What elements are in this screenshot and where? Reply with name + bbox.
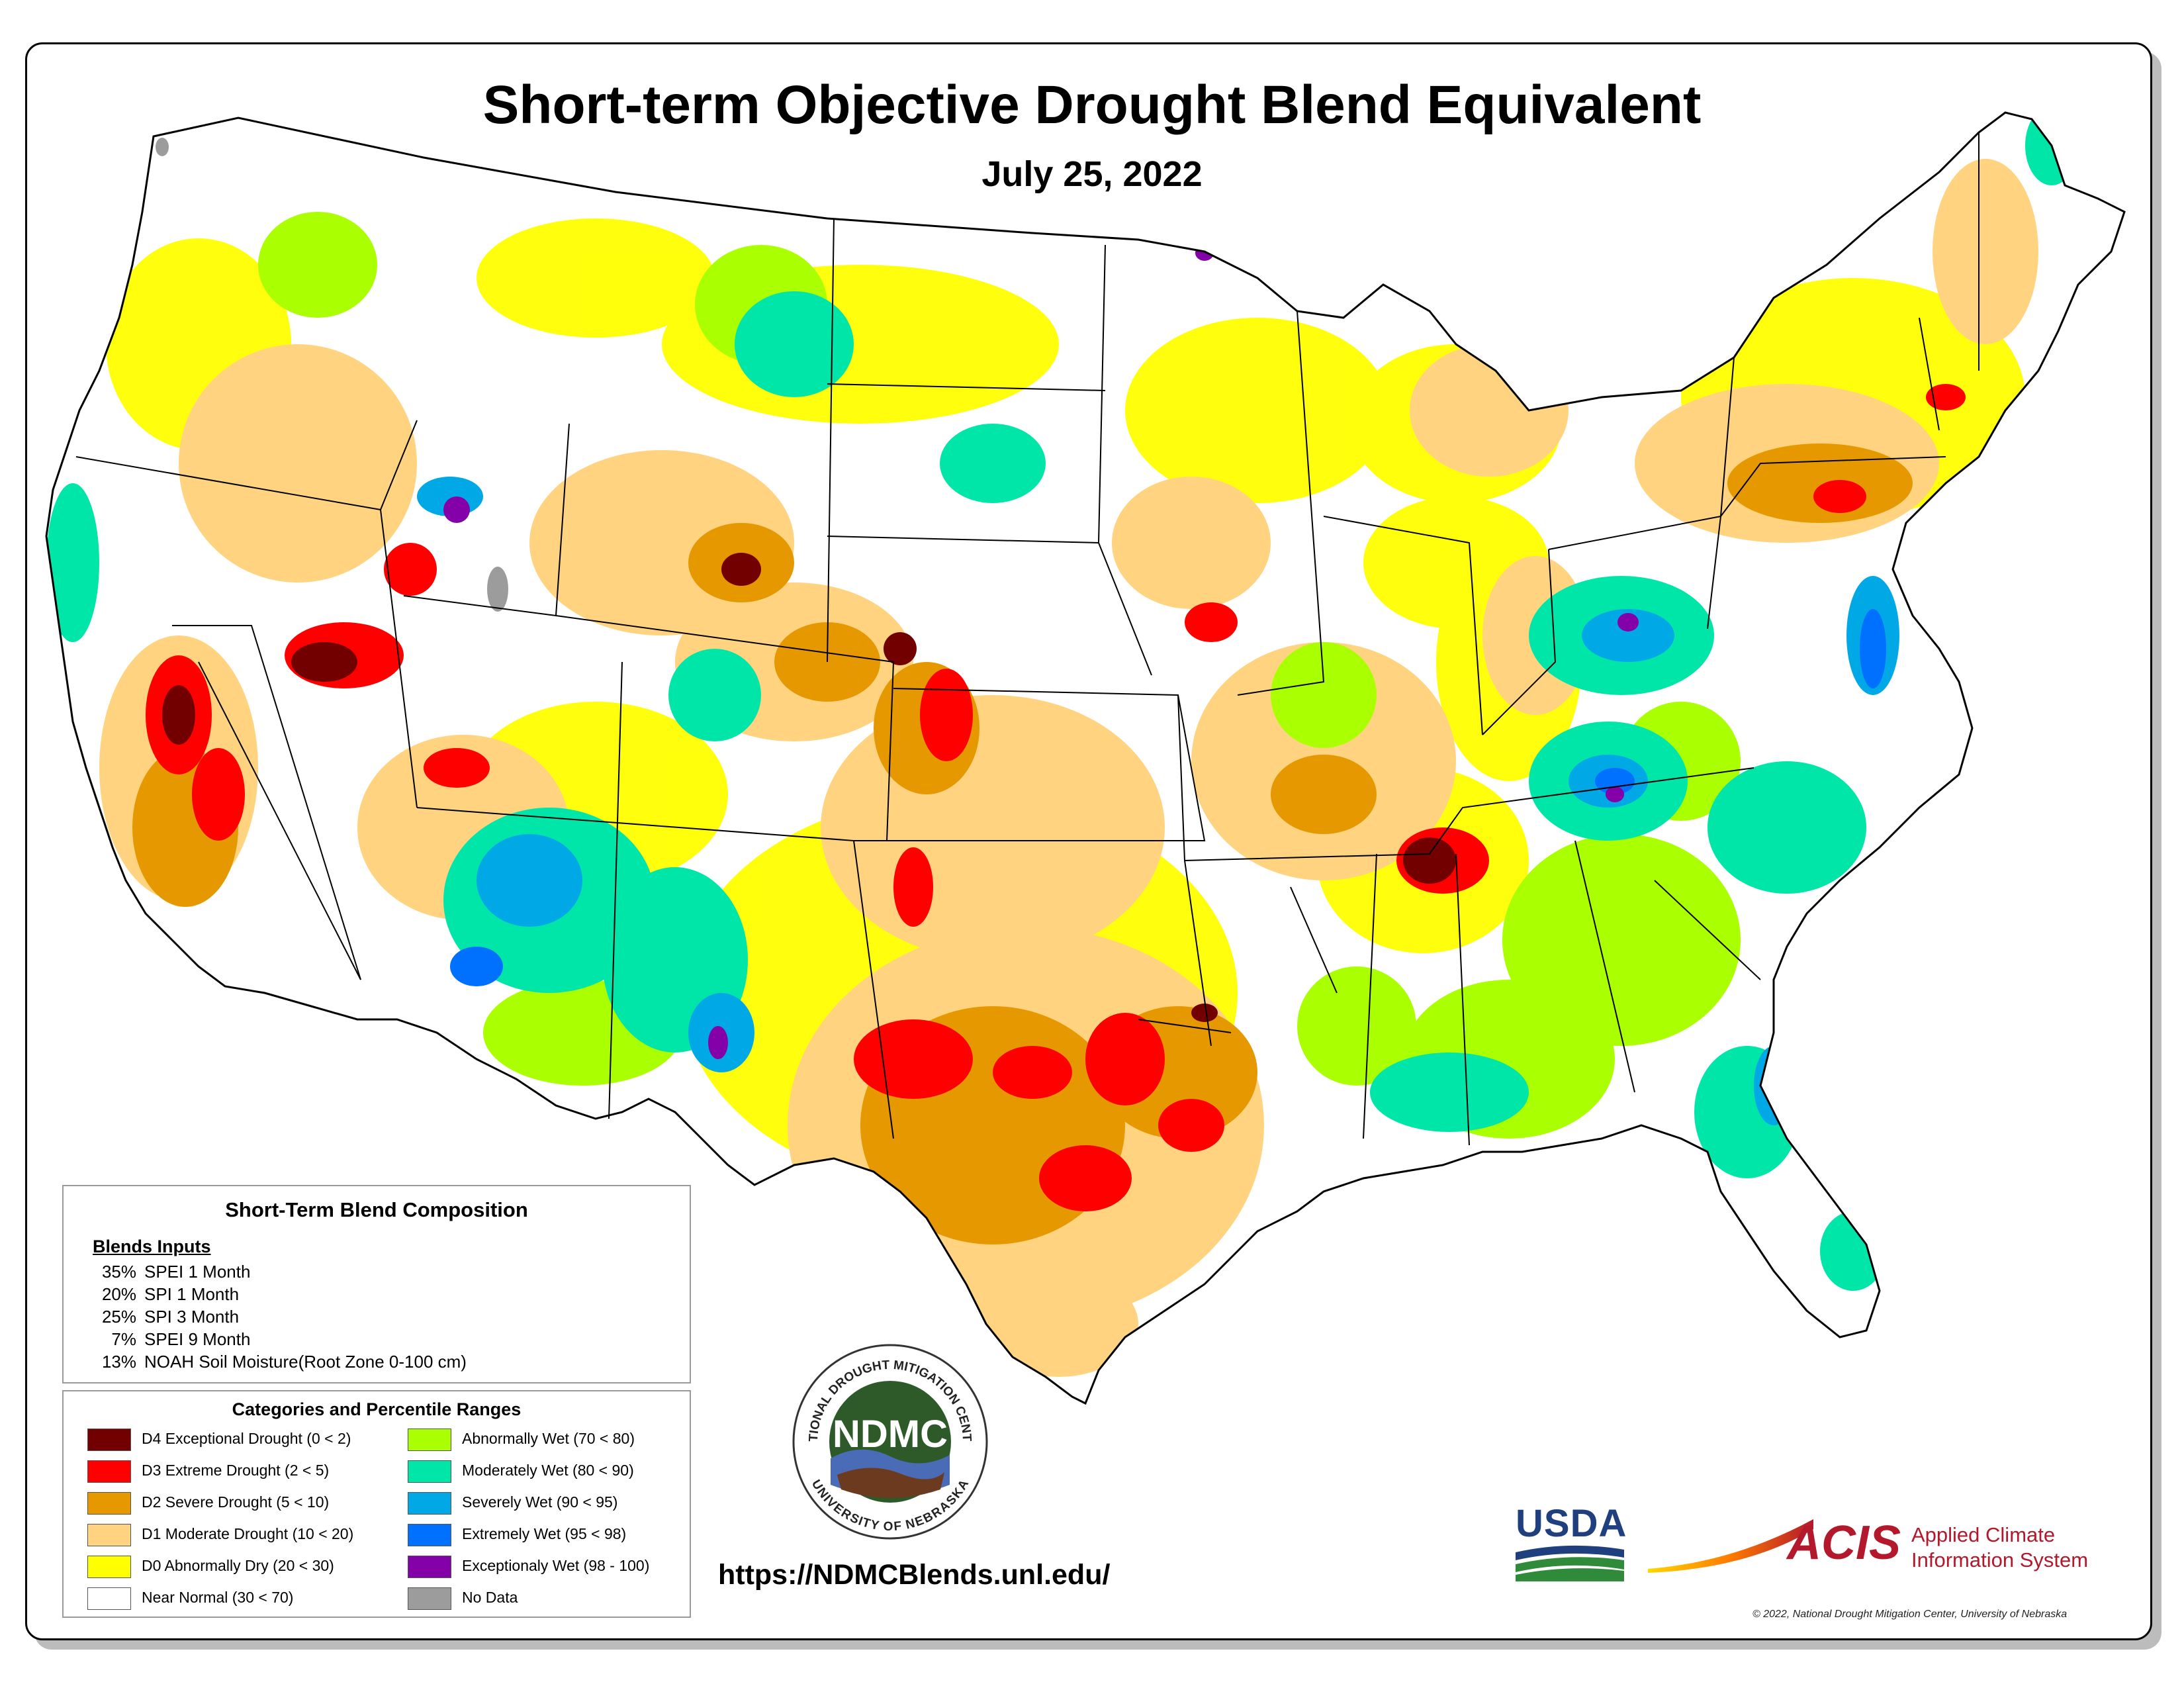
category-legend: Categories and Percentile Ranges D4 Exce… xyxy=(62,1390,691,1618)
legend-label: D2 Severe Drought (5 < 10) xyxy=(142,1493,330,1511)
state-boundaries xyxy=(75,132,1979,1146)
acis-logo: ACIS Applied Climate Information System xyxy=(1648,1516,2124,1582)
blend-composition-box: Short-Term Blend Composition Blends Inpu… xyxy=(62,1185,691,1383)
legend-label: Extremely Wet (95 < 98) xyxy=(462,1525,627,1542)
legend-label: No Data xyxy=(462,1589,518,1606)
map-date: July 25, 2022 xyxy=(981,154,1203,194)
ndmc-logo: NATIONAL DROUGHT MITIGATION CENTER UNIVE… xyxy=(791,1342,988,1540)
blend-input-row: 7% SPEI 9 Month xyxy=(111,1329,251,1349)
usda-field-stripes-icon xyxy=(1516,1545,1624,1581)
blend-input-row: 35% SPEI 1 Month xyxy=(101,1262,251,1282)
legend-swatch xyxy=(87,1429,131,1451)
legend-label: D4 Exceptional Drought (0 < 2) xyxy=(142,1430,351,1447)
copyright-notice: © 2022, National Drought Mitigation Cent… xyxy=(1752,1609,2068,1620)
acis-swoosh-icon xyxy=(1648,1519,1813,1573)
composition-heading: Short-Term Blend Composition xyxy=(225,1198,528,1221)
legend-swatch xyxy=(408,1429,451,1451)
legend-swatch xyxy=(87,1460,131,1483)
legend-label: Moderately Wet (80 < 90) xyxy=(462,1462,634,1479)
legend-swatch xyxy=(408,1460,451,1483)
legend-label: Severely Wet (90 < 95) xyxy=(462,1493,618,1511)
legend-swatch xyxy=(408,1492,451,1515)
legend-swatch xyxy=(87,1492,131,1515)
blends-url-link[interactable]: https://NDMCBlends.unl.edu/ xyxy=(718,1559,1111,1591)
legend-label: D0 Abnormally Dry (20 < 30) xyxy=(142,1557,334,1574)
legend-label: Near Normal (30 < 70) xyxy=(142,1589,294,1606)
acis-logo-name: ACIS xyxy=(1787,1517,1901,1570)
blend-input-row: 13% NOAH Soil Moisture(Root Zone 0-100 cm… xyxy=(101,1352,467,1372)
legend-swatch xyxy=(87,1524,131,1546)
legend-swatch xyxy=(87,1556,131,1578)
legend-swatch xyxy=(408,1587,451,1610)
drought-category-shading xyxy=(46,113,2078,1377)
legend-swatch xyxy=(408,1524,451,1546)
blend-inputs-subheading: Blends Inputs xyxy=(93,1237,211,1256)
legend-swatch xyxy=(87,1587,131,1610)
usda-logo: USDA xyxy=(1516,1501,1627,1581)
usda-logo-text: USDA xyxy=(1516,1502,1627,1545)
blend-input-row: 25% SPI 3 Month xyxy=(101,1307,240,1327)
ndmc-logo-text: NDMC xyxy=(833,1413,948,1456)
blend-input-row: 20% SPI 1 Month xyxy=(101,1284,240,1304)
legend-label: D3 Extreme Drought (2 < 5) xyxy=(142,1462,330,1479)
legend-heading: Categories and Percentile Ranges xyxy=(232,1399,522,1419)
legend-label: D1 Moderate Drought (10 < 20) xyxy=(142,1525,354,1542)
legend-swatch xyxy=(408,1556,451,1578)
map-title: Short-term Objective Drought Blend Equiv… xyxy=(482,75,1702,135)
legend-label: Exceptionaly Wet (98 - 100) xyxy=(462,1557,650,1574)
legend-label: Abnormally Wet (70 < 80) xyxy=(462,1430,635,1447)
acis-logo-subtitle: Applied Climate Information System xyxy=(1911,1523,2089,1571)
